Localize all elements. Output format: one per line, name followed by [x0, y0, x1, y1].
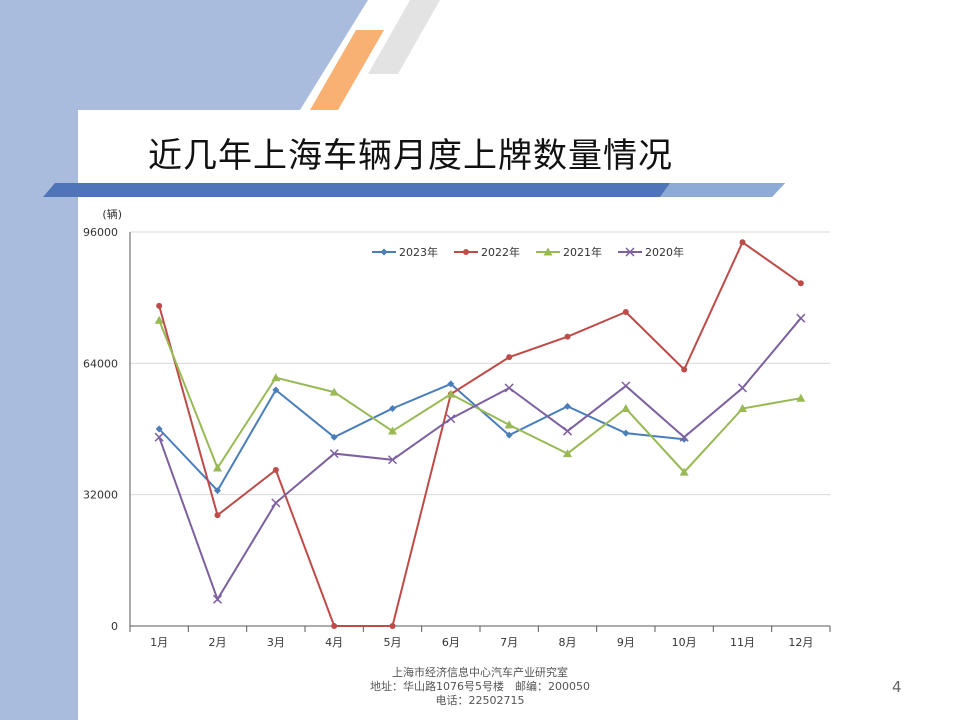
series-2-point — [388, 426, 397, 435]
x-tick-label: 11月 — [730, 636, 755, 649]
x-tick-label: 7月 — [500, 636, 518, 649]
x-tick-label: 3月 — [267, 636, 285, 649]
series-1-point — [739, 239, 746, 246]
series-3-point — [737, 383, 748, 393]
legend-label: 2020年 — [645, 245, 684, 259]
series-3-point — [329, 449, 339, 459]
title-underline-bar — [43, 183, 785, 197]
series-0-point — [155, 425, 163, 433]
x-tick-label: 9月 — [617, 636, 635, 649]
series-0-point — [564, 402, 571, 410]
series-3-point — [679, 432, 689, 442]
series-3-point — [504, 383, 514, 393]
legend-marker — [380, 248, 388, 256]
series-2-point — [679, 467, 689, 476]
series-1-point — [331, 623, 338, 629]
legend-label: 2021年 — [563, 245, 602, 259]
series-1-point — [797, 280, 804, 287]
legend-marker — [625, 247, 635, 257]
footer-address: 地址：华山路1076号5号楼 邮编：200050 — [370, 680, 590, 693]
y-tick-label: 32000 — [83, 489, 118, 502]
x-tick-label: 8月 — [559, 636, 577, 649]
series-1-point — [214, 512, 221, 519]
left-blue-band — [0, 0, 78, 720]
x-tick-label: 12月 — [788, 636, 813, 649]
content-panel — [78, 110, 960, 720]
legend-marker — [543, 247, 553, 256]
orange-stripe — [310, 30, 384, 110]
series-3-point — [621, 381, 631, 391]
y-unit-label: (辆) — [102, 207, 122, 221]
series-0-point — [272, 386, 280, 394]
series-1-point — [681, 366, 688, 373]
series-1-point — [564, 333, 571, 340]
x-tick-label: 2月 — [209, 636, 227, 649]
series-0-point — [622, 429, 630, 437]
legend-label: 2022年 — [481, 245, 520, 259]
x-tick-label: 5月 — [384, 636, 402, 649]
series-2-point — [738, 403, 747, 412]
title-underline-highlight — [660, 183, 785, 197]
grey-stripe — [368, 0, 440, 74]
series-0-line — [158, 382, 685, 493]
footer-phone: 电话：22502715 — [435, 694, 525, 707]
series-2-point — [621, 403, 631, 412]
slide-title: 近几年上海车辆月度上牌数量情况 — [148, 136, 673, 176]
series-3-point — [271, 498, 281, 508]
y-tick-label: 64000 — [83, 357, 118, 370]
series-2-point — [796, 393, 806, 402]
series-2-point — [446, 389, 456, 398]
panel-left-fill — [78, 130, 98, 720]
series-1-line — [158, 240, 802, 627]
series-0-point — [505, 431, 513, 439]
series-3-point — [387, 455, 398, 465]
series-0-point — [330, 433, 338, 441]
series-3-point — [446, 414, 456, 424]
series-3-line — [158, 317, 802, 602]
series-1-point — [389, 623, 396, 629]
x-tick-label: 10月 — [672, 636, 697, 649]
series-3-point — [212, 594, 223, 604]
series-1-point — [272, 467, 279, 474]
series-3-point — [562, 426, 573, 436]
y-tick-label: 96000 — [83, 226, 118, 239]
top-blue-wedge — [0, 0, 368, 110]
series-0-point — [447, 380, 455, 388]
series-0-point — [680, 435, 688, 443]
series-1-point — [506, 354, 513, 361]
series-2-point — [563, 449, 572, 458]
footer: 上海市经济信息中心汽车产业研究室 地址：华山路1076号5号楼 邮编：20005… — [330, 666, 630, 708]
series-2-point — [504, 420, 514, 429]
series-2-point — [213, 463, 222, 472]
series-2-point — [271, 373, 281, 382]
footer-org: 上海市经济信息中心汽车产业研究室 — [392, 666, 568, 679]
x-tick-label: 6月 — [442, 636, 460, 649]
series-1-point — [622, 309, 629, 316]
x-tick-label: 4月 — [325, 636, 343, 649]
series-3-point — [796, 313, 806, 323]
series-0-point — [214, 487, 221, 495]
series-3-point — [154, 432, 164, 442]
series-2-line — [158, 319, 801, 474]
x-tick-label: 1月 — [150, 636, 168, 649]
y-tick-label: 0 — [111, 620, 118, 633]
series-2-point — [154, 315, 164, 324]
legend-marker — [463, 249, 469, 255]
series-1-point — [156, 302, 163, 309]
series-0-point — [389, 404, 396, 412]
series-2-point — [329, 387, 339, 396]
legend-label: 2023年 — [399, 245, 438, 259]
page-number: 4 — [892, 678, 902, 696]
